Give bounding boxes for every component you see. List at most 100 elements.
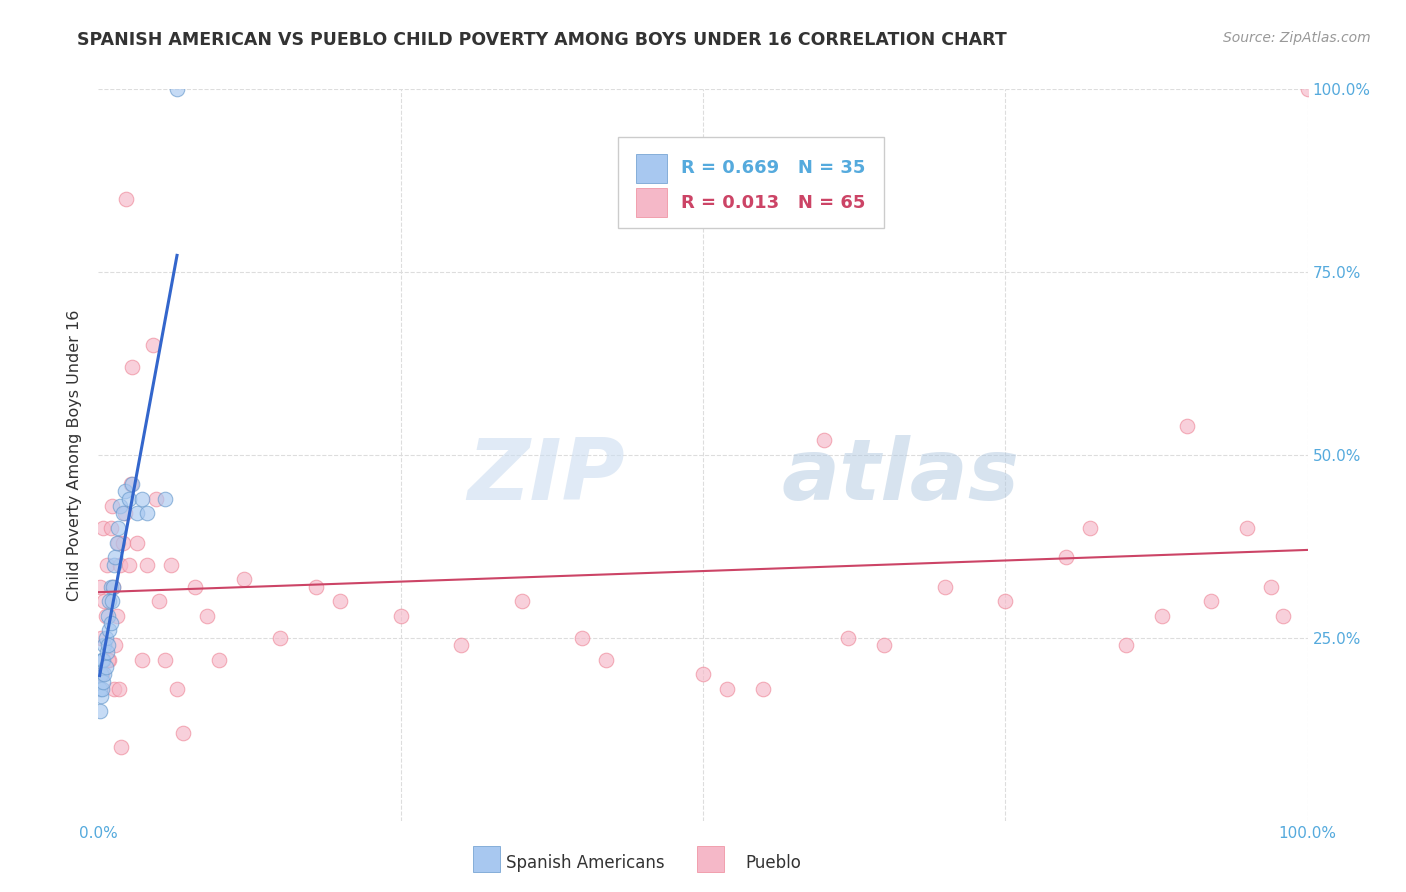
Point <box>118 558 141 572</box>
Point <box>90 690 112 704</box>
Text: atlas: atlas <box>782 435 1019 518</box>
Point <box>195 608 218 623</box>
Point <box>107 535 129 549</box>
Point <box>93 667 115 681</box>
Text: Source: ZipAtlas.com: Source: ZipAtlas.com <box>1223 31 1371 45</box>
Point <box>108 499 131 513</box>
Point <box>108 558 131 572</box>
Point <box>131 491 153 506</box>
Point <box>111 507 134 521</box>
Point <box>118 491 141 506</box>
Text: R = 0.013   N = 65: R = 0.013 N = 65 <box>682 194 866 211</box>
Text: Pueblo: Pueblo <box>745 855 801 872</box>
Point <box>1296 82 1319 96</box>
Point <box>208 653 231 667</box>
Point <box>98 653 121 667</box>
Point <box>837 631 859 645</box>
FancyBboxPatch shape <box>619 136 884 228</box>
Text: Spanish Americans: Spanish Americans <box>506 855 665 872</box>
Point <box>172 726 194 740</box>
Point <box>98 594 121 608</box>
Point <box>135 507 157 521</box>
Point <box>127 535 149 549</box>
Point <box>934 580 956 594</box>
Point <box>91 653 114 667</box>
Point <box>89 580 111 594</box>
Point <box>97 653 120 667</box>
Point <box>1199 594 1222 608</box>
FancyBboxPatch shape <box>474 847 501 871</box>
Point <box>510 594 533 608</box>
Text: SPANISH AMERICAN VS PUEBLO CHILD POVERTY AMONG BOYS UNDER 16 CORRELATION CHART: SPANISH AMERICAN VS PUEBLO CHILD POVERTY… <box>77 31 1007 49</box>
Point <box>135 558 157 572</box>
Point <box>96 645 118 659</box>
Point <box>100 580 122 594</box>
Point <box>110 740 132 755</box>
Point <box>96 558 118 572</box>
Point <box>166 82 188 96</box>
Point <box>269 631 291 645</box>
Point <box>329 594 352 608</box>
Point <box>101 580 124 594</box>
Point <box>93 594 115 608</box>
Point <box>98 624 121 638</box>
Point <box>105 608 128 623</box>
Point <box>107 521 129 535</box>
Point <box>89 681 111 696</box>
Point <box>389 608 412 623</box>
Point <box>100 521 122 535</box>
Point <box>595 653 617 667</box>
Point <box>813 434 835 448</box>
Point <box>114 507 136 521</box>
Point <box>90 667 112 681</box>
Point <box>104 550 127 565</box>
Point <box>97 638 120 652</box>
Text: R = 0.669   N = 35: R = 0.669 N = 35 <box>682 159 866 178</box>
Point <box>1054 550 1077 565</box>
Point <box>153 491 176 506</box>
Point <box>103 681 125 696</box>
Point <box>94 631 117 645</box>
Point <box>692 667 714 681</box>
Point <box>108 681 131 696</box>
FancyBboxPatch shape <box>637 188 666 217</box>
Point <box>145 491 167 506</box>
Point <box>114 484 136 499</box>
Point <box>1078 521 1101 535</box>
Point <box>100 499 122 513</box>
Point <box>1152 608 1174 623</box>
Point <box>716 681 738 696</box>
Point <box>1175 418 1198 433</box>
Point <box>127 507 149 521</box>
Point <box>94 608 117 623</box>
Point <box>153 653 176 667</box>
Point <box>91 521 114 535</box>
Point <box>91 653 114 667</box>
Point <box>93 638 115 652</box>
Point <box>104 638 127 652</box>
Point <box>232 572 254 586</box>
Point <box>103 558 125 572</box>
Point <box>121 360 143 375</box>
Point <box>91 667 114 681</box>
Point <box>1236 521 1258 535</box>
Point <box>89 704 111 718</box>
Point <box>305 580 328 594</box>
Point <box>131 653 153 667</box>
Point <box>994 594 1017 608</box>
Point <box>1272 608 1295 623</box>
Point <box>91 674 114 689</box>
Point <box>90 631 112 645</box>
Point <box>121 477 143 491</box>
Point <box>142 338 165 352</box>
Point <box>873 638 896 652</box>
Point <box>97 608 120 623</box>
Y-axis label: Child Poverty Among Boys Under 16: Child Poverty Among Boys Under 16 <box>67 310 83 600</box>
Point <box>111 535 134 549</box>
Point <box>166 681 188 696</box>
Point <box>100 594 122 608</box>
FancyBboxPatch shape <box>637 153 666 183</box>
Point <box>94 660 117 674</box>
Point <box>148 594 170 608</box>
Point <box>1115 638 1137 652</box>
